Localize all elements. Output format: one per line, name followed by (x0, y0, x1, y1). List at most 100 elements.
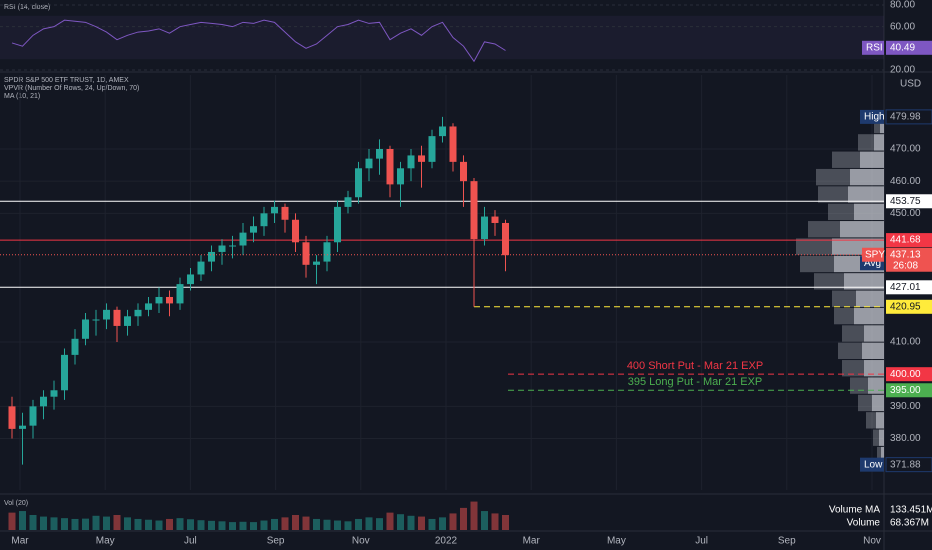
tag-value-box (885, 457, 932, 473)
volume-bar (460, 507, 467, 530)
candle-body (302, 242, 310, 265)
level-text: 395 Long Put - Mar 21 EXP (628, 376, 763, 388)
volume-bar (271, 518, 278, 530)
volume-bar (40, 516, 47, 530)
level-box (886, 194, 932, 209)
candle-body (334, 206, 341, 243)
candle-body (323, 242, 331, 262)
volume-bar (71, 518, 79, 530)
candle-body (187, 274, 194, 285)
candle-body (197, 261, 205, 275)
candle-body (40, 396, 47, 407)
candle-body (250, 226, 257, 233)
volume-bar (208, 520, 215, 530)
vpvr-up (850, 377, 868, 394)
candle-body (239, 232, 247, 246)
tag-name: Low (864, 459, 883, 470)
candle-body (82, 319, 89, 339)
level-box (886, 280, 932, 295)
vpvr-up (832, 151, 860, 168)
candle-body (92, 319, 100, 321)
vpvr-up (866, 412, 876, 429)
vpvr-down (864, 360, 884, 377)
candle-body (365, 158, 373, 169)
volume-name: Volume (847, 518, 881, 529)
level-label: 441.68 (890, 235, 921, 246)
vpvr-up (877, 446, 881, 464)
volume-bar (103, 516, 110, 530)
vpvr-up (808, 221, 840, 238)
volume-bar (29, 515, 37, 530)
vpvr-down (856, 290, 884, 307)
level-box (886, 367, 932, 382)
tag-value-box (885, 109, 932, 125)
candle-body (428, 136, 436, 162)
candle-body (502, 222, 509, 256)
y-tick-label: 380.00 (890, 433, 921, 444)
vpvr-down (854, 307, 884, 325)
volume-bar (481, 511, 488, 530)
y-tick-label: 60.00 (890, 21, 915, 32)
volume-bar (397, 514, 404, 530)
candle-body (344, 197, 352, 207)
vpvr-down (864, 325, 884, 342)
candle-body (176, 284, 184, 304)
volume-bar (187, 519, 194, 530)
y-tick-label: 470.00 (890, 144, 921, 155)
volume-value: 68.367M (890, 518, 929, 529)
vpvr-up (858, 394, 872, 412)
volume-bar (418, 516, 425, 530)
vpvr-up (842, 325, 864, 342)
candle-body (50, 390, 58, 397)
volume-bar (355, 518, 362, 530)
level-box (886, 233, 932, 248)
vpvr-down (860, 151, 884, 168)
candle-body (134, 309, 142, 317)
rsi-tag-name: RSI (866, 42, 883, 53)
vpvr-down (840, 221, 884, 238)
x-tick-label: Mar (11, 536, 29, 547)
rsi-value: 40.49 (890, 42, 915, 53)
last-name: SPY (865, 249, 885, 260)
candle-body (418, 155, 425, 162)
candle-body (124, 316, 131, 326)
volume-bar (334, 520, 341, 530)
volume-bar (92, 515, 100, 530)
vpvr-down (881, 446, 884, 464)
vpvr-up (832, 290, 856, 307)
volume-bar (439, 517, 446, 530)
candle-body (449, 126, 457, 162)
vpvr-up (842, 360, 864, 377)
candle-body (407, 155, 415, 169)
volume-bar (197, 520, 205, 530)
level-label: 395.00 (890, 385, 921, 396)
x-tick-label: May (96, 536, 115, 547)
x-tick-label: Jul (695, 536, 708, 547)
volume-bar (344, 521, 352, 530)
volume-bar (50, 517, 58, 530)
volume-bar (323, 519, 331, 530)
candle-body (292, 219, 299, 243)
last-value-box (886, 247, 932, 272)
volume-bar (260, 520, 268, 530)
level-label: 400.00 (890, 369, 921, 380)
candle-body (208, 251, 215, 262)
candle-body (8, 406, 16, 429)
vpvr-down (868, 377, 884, 394)
vpvr-down (879, 429, 884, 446)
y-tick-label: 390.00 (890, 401, 921, 412)
volume-bar (19, 511, 26, 530)
vpvr-up (796, 238, 832, 255)
candle-body (155, 296, 163, 304)
candle-body (376, 148, 383, 159)
volume-bar (239, 521, 247, 530)
candle-body (260, 213, 268, 227)
vpvr-down (880, 116, 884, 134)
y-tick-label: 20.00 (890, 65, 915, 76)
candle-body (271, 206, 278, 214)
volume-bar (155, 520, 163, 530)
tag-name-box (860, 457, 884, 472)
vpvr-down (862, 342, 884, 360)
